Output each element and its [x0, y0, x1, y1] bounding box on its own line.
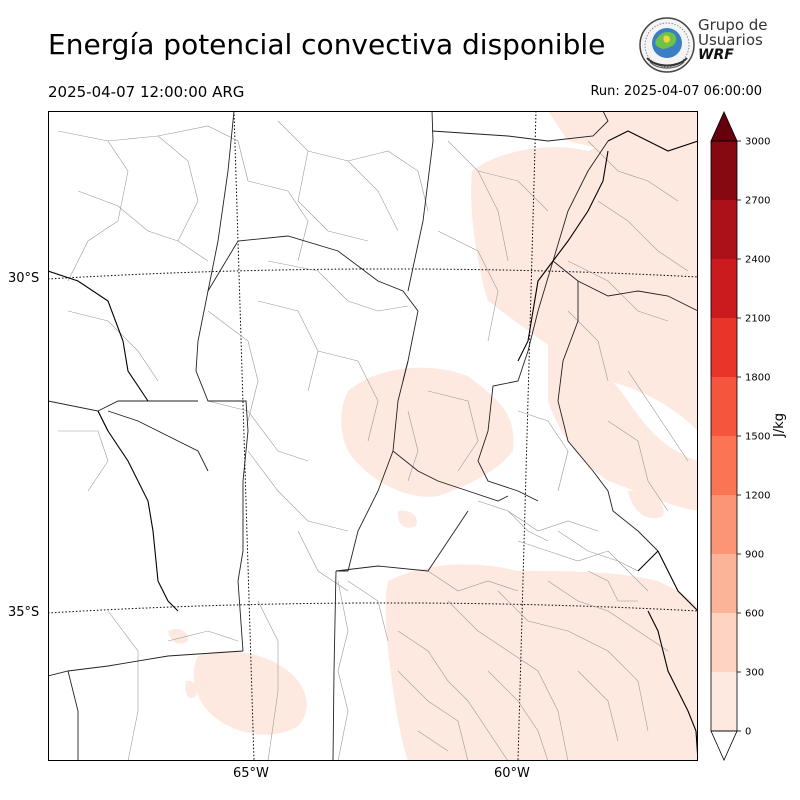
- colorbar-bin: [711, 436, 737, 495]
- colorbar-bin: [711, 377, 737, 436]
- colorbar-tick-label: 1800: [745, 373, 770, 384]
- lat-label-30s: 30°S: [8, 271, 40, 286]
- colorbar-tick-label: 300: [745, 668, 764, 679]
- department-boundaries: [57, 120, 689, 761]
- colorbar-bin: [711, 672, 737, 731]
- colorbar-tick-label: 1200: [745, 491, 770, 502]
- colorbar-tick-label: 2400: [745, 255, 770, 266]
- lon-label-65w: 65°W: [233, 766, 269, 781]
- grupo-usuarios-wrf-logo: Grupo de Usuarios WRF: [638, 16, 778, 74]
- lon-label-60w: 60°W: [494, 766, 530, 781]
- colorbar-extend-max: [710, 111, 738, 142]
- province-boundaries: [48, 111, 698, 761]
- colorbar-bin: [711, 495, 737, 554]
- colorbar-tick-label: 0: [745, 727, 751, 738]
- colorbar-tick-label: 3000: [745, 137, 770, 148]
- cape-map: [48, 111, 698, 761]
- graticule: [48, 111, 698, 761]
- colorbar-bin: [711, 141, 737, 200]
- colorbar-tick-label: 2100: [745, 314, 770, 325]
- run-time: Run: 2025-04-07 06:00:00: [590, 84, 762, 99]
- colorbar-unit-label: J/kg: [772, 413, 787, 437]
- colorbar-tick-label: 1500: [745, 432, 770, 443]
- colorbar-tick-label: 2700: [745, 196, 770, 207]
- colorbar-bin: [711, 259, 737, 318]
- colorbar-bin: [711, 200, 737, 259]
- lat-label-35s: 35°S: [8, 605, 40, 620]
- valid-time: 2025-04-07 12:00:00 ARG: [48, 83, 245, 101]
- colorbar: 0 300 600 900 1200 1500 1800 2100 2400 2700 3000: [710, 111, 770, 761]
- logo-line-1: Grupo de: [698, 16, 768, 34]
- country-boundaries: [48, 130, 698, 761]
- page-title: Energía potencial convectiva disponible: [48, 28, 606, 61]
- map-frame: [48, 111, 698, 761]
- logo-line-3: WRF: [698, 47, 734, 63]
- colorbar-bin: [711, 613, 737, 672]
- colorbar-bin: [711, 318, 737, 377]
- colorbar-tick-label: 600: [745, 609, 764, 620]
- globe-seal-icon: [639, 17, 695, 73]
- colorbar-tick-label: 900: [745, 550, 764, 561]
- logo-line-2: Usuarios: [698, 31, 763, 49]
- colorbar-bin: [711, 554, 737, 613]
- cape-shading: [168, 111, 698, 761]
- colorbar-extend-min: [710, 730, 738, 761]
